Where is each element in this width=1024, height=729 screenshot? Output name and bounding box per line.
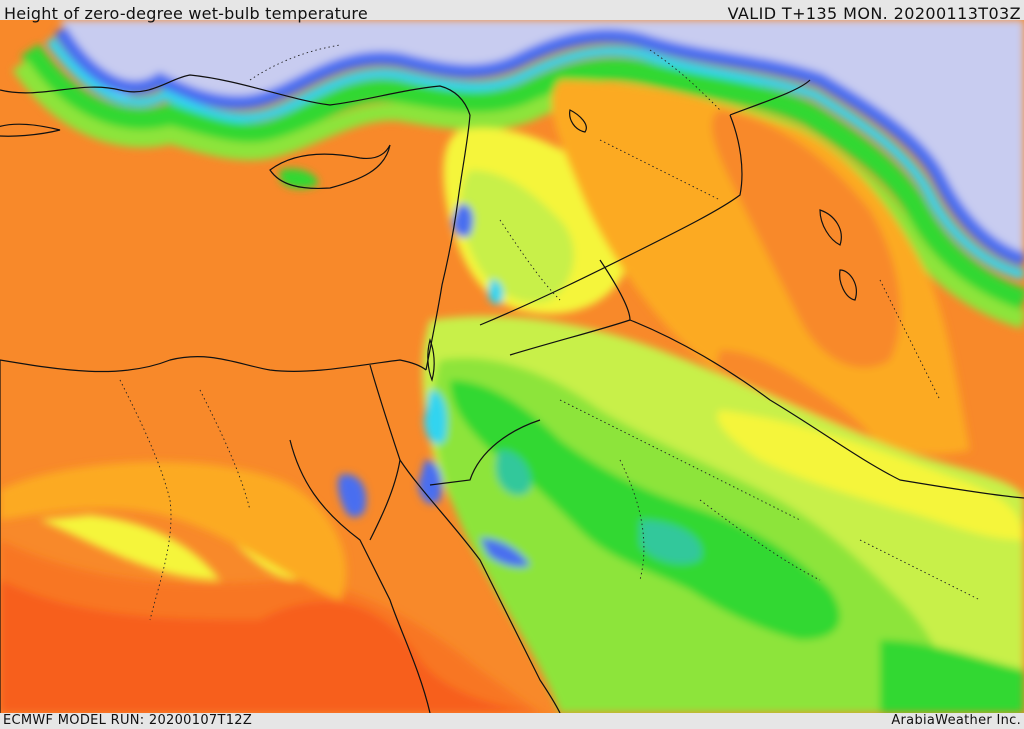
map-title: Height of zero-degree wet-bulb temperatu… [4, 4, 368, 23]
field-yellow-egypt-2 [40, 515, 220, 580]
field-green-rim [20, 43, 1024, 311]
admin-boundaries [119, 44, 981, 621]
field-jordan-blue [418, 460, 442, 505]
footer-bar: ECMWF MODEL RUN: 20200107T12Z ArabiaWeat… [0, 713, 1024, 729]
field-cyan-rim [45, 37, 1024, 280]
coastlines [0, 74, 1024, 713]
field-jordan-cyan [424, 390, 447, 444]
field-saudi-teal-2 [640, 520, 702, 565]
field-saudi-yellow [717, 410, 1024, 540]
field-hejaz-blue [480, 538, 530, 567]
field-lime-rim [12, 59, 1024, 329]
field-iraq-orange [711, 110, 901, 368]
field-yemen-green [880, 640, 1024, 713]
field-levant-lime [460, 170, 574, 303]
weather-map [0, 20, 1024, 713]
field-amber-sinai [0, 461, 347, 600]
field-syria-cyan [488, 279, 504, 305]
valid-time: VALID T+135 MON. 20200113T03Z [727, 4, 1021, 23]
field-saudi-teal [495, 450, 531, 496]
map-canvas [0, 20, 1024, 713]
model-run: ECMWF MODEL RUN: 20200107T12Z [3, 713, 253, 728]
field-orange-red [0, 540, 540, 713]
field-blue-rim [53, 26, 1024, 267]
field-lebanon-blue [452, 204, 474, 238]
credit: ArabiaWeather Inc. [891, 713, 1021, 728]
field-saudi-bright-green [450, 380, 840, 640]
field-sinai-blue [337, 474, 367, 518]
header-bar: Height of zero-degree wet-bulb temperatu… [0, 0, 1024, 23]
